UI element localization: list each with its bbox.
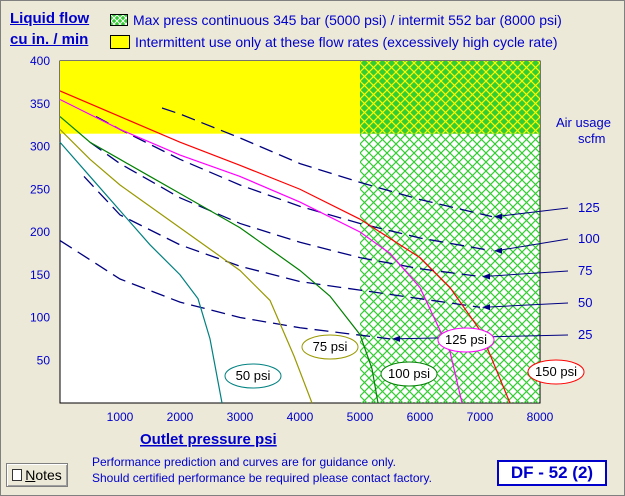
legend-swatch-yellow bbox=[110, 35, 130, 49]
air-usage-leader-100 bbox=[495, 238, 569, 252]
air-usage-leader-50 bbox=[483, 302, 569, 308]
legend-text-pressure: Max press continuous 345 bar (5000 psi) … bbox=[133, 12, 562, 28]
air-usage-leader-75 bbox=[483, 270, 569, 277]
x-axis-title: Outlet pressure psi bbox=[140, 431, 277, 448]
air-usage-title-line2: scfm bbox=[578, 131, 605, 146]
air-usage-value-100: 100 bbox=[578, 231, 600, 246]
air-usage-value-50: 50 bbox=[578, 295, 592, 310]
series-label: 75 psi bbox=[313, 339, 348, 354]
series-label-oval bbox=[437, 327, 495, 353]
flow-curve-75-psi bbox=[59, 128, 313, 404]
x-tick-label: 1000 bbox=[107, 410, 134, 424]
series-label: 125 psi bbox=[445, 332, 487, 347]
y-tick-label: 200 bbox=[30, 225, 50, 239]
y-tick-label: 350 bbox=[30, 97, 50, 111]
x-tick-label: 3000 bbox=[227, 410, 254, 424]
air-usage-value-125: 125 bbox=[578, 200, 600, 215]
air-usage-arrow-25 bbox=[392, 335, 400, 342]
y-tick-label: 400 bbox=[30, 54, 50, 68]
series-label-oval bbox=[380, 361, 438, 387]
series-label-oval bbox=[301, 334, 359, 360]
legend-swatch-crosshatch bbox=[110, 14, 128, 26]
footnote-line2: Should certified performance be required… bbox=[92, 471, 432, 485]
air-usage-title-line1: Air usage bbox=[556, 115, 611, 130]
series-label: 50 psi bbox=[236, 368, 271, 383]
air-usage-value-75: 75 bbox=[578, 263, 592, 278]
series-label: 100 psi bbox=[388, 366, 430, 381]
air-usage-line-75 bbox=[89, 141, 481, 278]
notes-button-label: otes bbox=[35, 467, 62, 483]
flow-curve-125-psi bbox=[59, 98, 463, 404]
y-tick-label: 100 bbox=[30, 311, 50, 325]
x-tick-label: 7000 bbox=[467, 410, 494, 424]
flow-curve-50-psi bbox=[59, 141, 223, 404]
series-label-oval bbox=[527, 359, 585, 385]
flow-curve-150-psi bbox=[59, 90, 511, 404]
series-label-oval bbox=[224, 363, 282, 389]
air-usage-arrow-75 bbox=[482, 273, 490, 280]
air-usage-arrow-100 bbox=[494, 247, 502, 254]
air-usage-line-25 bbox=[59, 240, 391, 340]
x-tick-label: 6000 bbox=[407, 410, 434, 424]
air-usage-line-50 bbox=[83, 175, 481, 308]
y-tick-label: 300 bbox=[30, 140, 50, 154]
notes-button-mnemonic: N bbox=[25, 467, 36, 483]
footnote-line1: Performance prediction and curves are fo… bbox=[92, 455, 396, 469]
x-tick-label: 4000 bbox=[287, 410, 314, 424]
y-tick-label: 250 bbox=[30, 182, 50, 196]
air-usage-line-100 bbox=[95, 116, 493, 252]
air-usage-value-25: 25 bbox=[578, 327, 592, 342]
air-usage-leader-125 bbox=[495, 207, 569, 218]
footnote: Performance prediction and curves are fo… bbox=[92, 454, 432, 486]
legend-item-green: Max press continuous 345 bar (5000 psi) … bbox=[110, 11, 562, 29]
air-usage-line-125 bbox=[161, 107, 493, 218]
region-overlap bbox=[360, 61, 540, 134]
legend-item-yellow: Intermittent use only at these flow rate… bbox=[110, 33, 558, 51]
y-tick-label: 50 bbox=[37, 353, 51, 367]
flow-curve-100-psi bbox=[59, 116, 379, 404]
legend-text-intermittent: Intermittent use only at these flow rate… bbox=[135, 34, 558, 50]
x-tick-label: 5000 bbox=[347, 410, 374, 424]
y-tick-label: 150 bbox=[30, 268, 50, 282]
model-badge: DF - 52 (2) bbox=[497, 460, 607, 486]
y-axis-title-line1: Liquid flow bbox=[10, 10, 90, 27]
series-label: 150 psi bbox=[535, 364, 577, 379]
x-tick-label: 2000 bbox=[167, 410, 194, 424]
notes-icon bbox=[12, 469, 23, 481]
y-axis-title-line2: cu in. / min bbox=[10, 31, 89, 48]
air-usage-arrow-50 bbox=[482, 304, 490, 311]
x-tick-label: 8000 bbox=[527, 410, 554, 424]
air-usage-arrow-125 bbox=[494, 213, 502, 220]
